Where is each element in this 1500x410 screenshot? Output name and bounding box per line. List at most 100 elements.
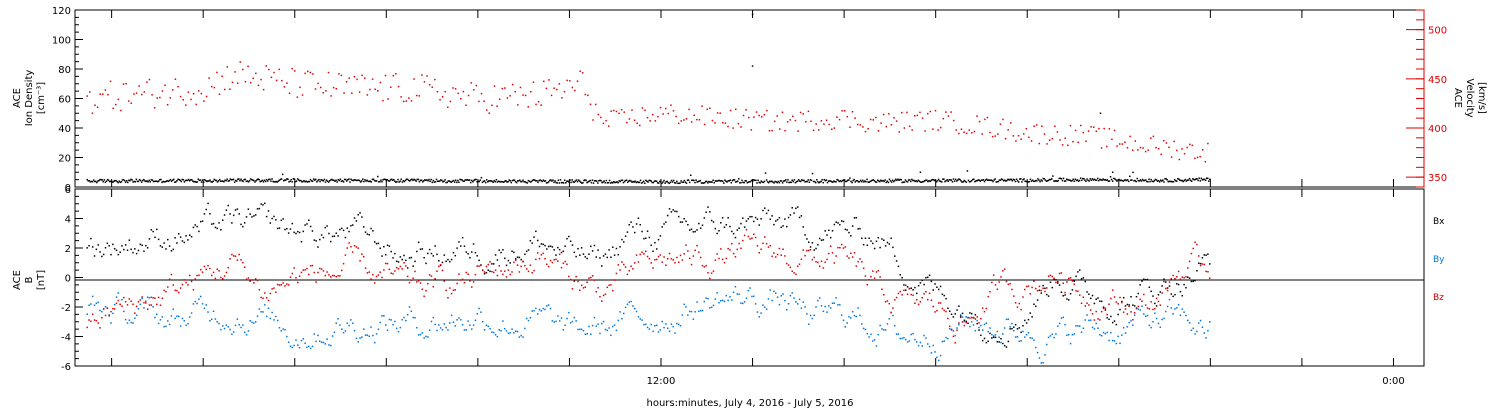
velocity-point xyxy=(620,108,623,111)
density-point xyxy=(726,181,728,183)
bz-point xyxy=(672,259,674,261)
velocity-point xyxy=(631,109,633,111)
bz-point xyxy=(434,278,436,280)
bz-point xyxy=(870,275,872,278)
by-point xyxy=(1044,354,1046,356)
by-point xyxy=(1095,322,1097,325)
by-point xyxy=(469,324,471,326)
density-point xyxy=(378,181,380,183)
velocity-point xyxy=(358,91,361,93)
density-point xyxy=(290,178,292,181)
bz-point xyxy=(721,258,724,261)
bx-point xyxy=(630,221,632,223)
by-point xyxy=(1060,317,1063,319)
velocity-point xyxy=(685,117,688,120)
by-point xyxy=(286,335,288,338)
bz-point xyxy=(749,238,751,240)
density-point xyxy=(1147,180,1149,183)
density-point xyxy=(1070,180,1072,182)
density-point xyxy=(275,180,278,183)
velocity-point xyxy=(683,119,685,121)
bz-point xyxy=(436,270,438,272)
bx-point xyxy=(210,223,213,225)
bx-point xyxy=(311,230,314,232)
density-point xyxy=(1059,177,1062,180)
by-point xyxy=(716,292,718,294)
by-point xyxy=(905,338,907,341)
density-point xyxy=(569,179,571,181)
density-point xyxy=(1002,180,1005,182)
bz-point xyxy=(342,262,345,265)
density-point xyxy=(796,180,799,182)
density-point xyxy=(213,178,216,181)
density-point xyxy=(754,179,756,181)
density-point xyxy=(471,179,473,182)
bz-point xyxy=(1007,283,1010,286)
density-point xyxy=(1106,179,1109,181)
bx-point xyxy=(928,274,931,277)
bx-point xyxy=(181,240,184,242)
density-point xyxy=(969,180,972,183)
bz-point xyxy=(820,260,823,263)
bz-point xyxy=(694,249,696,252)
bx-point xyxy=(524,253,526,256)
density-point xyxy=(146,180,148,182)
density-point xyxy=(696,181,698,183)
velocity-point xyxy=(120,109,122,112)
density-point xyxy=(1161,180,1163,182)
bx-point xyxy=(923,283,925,286)
velocity-point xyxy=(807,110,810,113)
density-point xyxy=(821,179,823,181)
bx-point xyxy=(262,204,264,206)
density-point xyxy=(657,182,660,184)
density-point xyxy=(1110,178,1113,181)
velocity-point xyxy=(978,120,981,123)
density-point xyxy=(342,181,345,183)
by-point xyxy=(666,327,669,330)
by-point xyxy=(254,321,257,323)
bx-point xyxy=(1124,305,1127,307)
bx-point xyxy=(980,334,982,337)
bz-point xyxy=(454,289,457,291)
bz-point xyxy=(306,267,308,270)
bz-point xyxy=(824,261,826,263)
density-point xyxy=(572,181,574,183)
by-point xyxy=(633,307,636,310)
density-point xyxy=(659,180,661,183)
density-point xyxy=(948,178,951,181)
density-point xyxy=(145,180,147,183)
density-point xyxy=(360,180,363,182)
bz-point xyxy=(688,257,691,260)
density-point xyxy=(769,180,771,183)
velocity-point xyxy=(986,116,989,119)
density-point xyxy=(216,181,219,183)
density-point xyxy=(694,181,696,184)
density-point xyxy=(746,182,749,184)
density-point xyxy=(300,179,302,182)
density-point xyxy=(689,174,692,177)
bz-point xyxy=(540,254,543,256)
by-point xyxy=(156,313,158,315)
bx-point xyxy=(1067,299,1070,301)
velocity-point xyxy=(413,78,415,80)
density-point xyxy=(869,180,871,183)
by-point xyxy=(1126,326,1129,328)
by-point xyxy=(785,309,788,311)
density-point xyxy=(641,181,644,184)
bx-point xyxy=(456,247,458,249)
by-point xyxy=(419,333,422,336)
by-point xyxy=(1154,312,1156,314)
density-point xyxy=(431,181,433,184)
density-point xyxy=(851,181,853,184)
by-point xyxy=(383,315,385,317)
bx-point xyxy=(1084,280,1086,283)
velocity-point xyxy=(177,85,179,88)
bz-point xyxy=(676,256,678,259)
density-point xyxy=(890,181,893,183)
density-point xyxy=(541,180,544,183)
density-point xyxy=(936,179,939,182)
density-point xyxy=(374,180,377,182)
bz-point xyxy=(881,288,883,291)
density-point xyxy=(394,180,396,182)
by-point xyxy=(522,336,524,338)
